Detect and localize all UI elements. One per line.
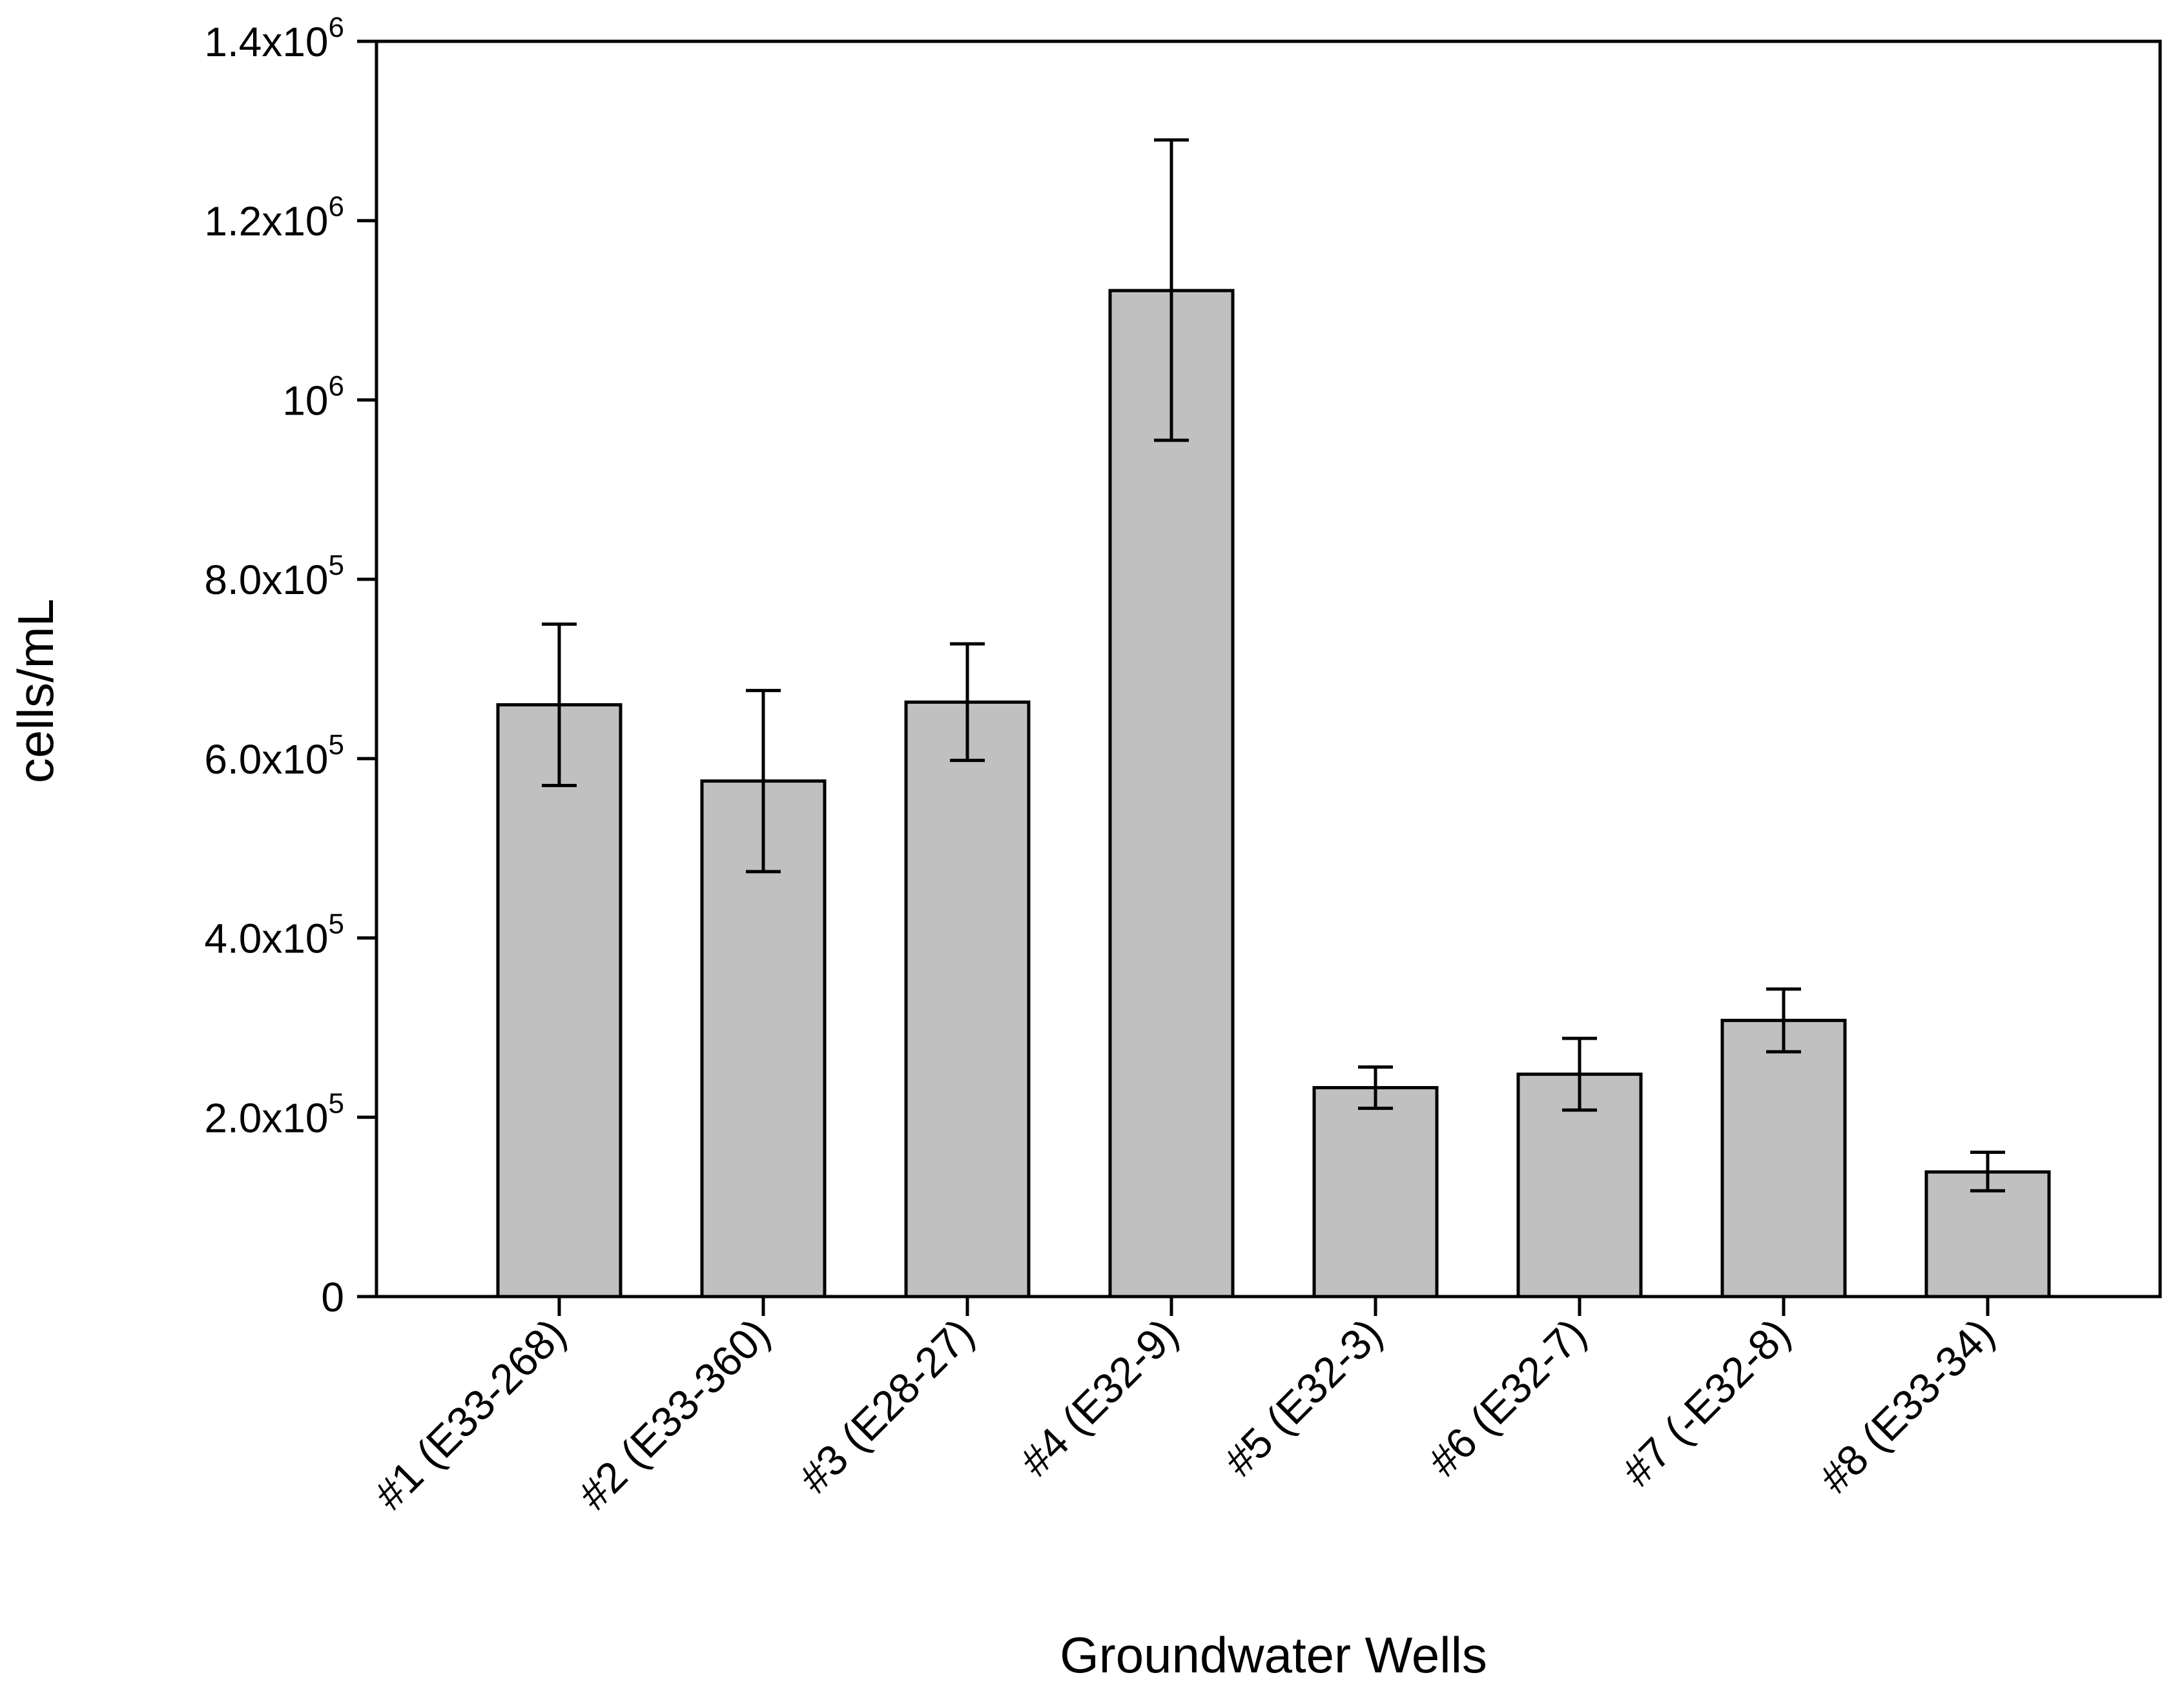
x-tick-label: #2 (E33-360) [569,1309,779,1519]
bar-8 [1924,1170,2051,1299]
error-bars-layer [542,138,2005,1193]
y-tick-label: 2.0x105 [204,1087,344,1141]
error-bar-6 [1562,1036,1597,1112]
x-tick-label: #3 (E28-27) [790,1309,983,1503]
bar-7 [1720,1018,1847,1299]
y-tick-label: 8.0x105 [204,549,344,603]
y-tick-label: 106 [282,370,344,424]
x-tick-label: #5 (E32-3) [1215,1309,1391,1486]
y-axis-label: cells/mL [7,599,64,783]
x-tick-label: #4 (E32-9) [1011,1309,1187,1486]
plot-frame [375,39,2162,1299]
error-bar-3 [950,642,985,763]
bars-layer [496,289,2051,1299]
x-tick-label: #8 (E33-34) [1810,1309,2003,1503]
x-tick-label: #6 (E32-7) [1419,1309,1595,1486]
y-axis: 0 2.0x105 4.0x105 6.0x105 8.0x105 106 1.2x106 1… [204,12,376,1320]
y-tick-label: 4.0x105 [204,909,344,962]
y-tick-label: 6.0x105 [204,729,344,783]
y-tick-label: 1.2x106 [204,191,344,245]
bar-4 [1108,289,1235,1299]
x-axis-label: Groundwater Wells [1060,1627,1487,1683]
x-axis: #1 (E33-268)#2 (E33-360) #3 (E28-27) #4 (E… [365,1297,2003,1519]
bar-5 [1312,1085,1439,1299]
x-tick-label: #7 (-E32-8) [1613,1309,1799,1495]
error-bar-8 [1970,1150,2005,1193]
error-bar-5 [1358,1065,1393,1110]
y-tick-label: 1.4x106 [204,12,344,65]
y-tick-label: 0 [321,1274,344,1320]
x-tick-label: #1 (E33-268) [365,1309,575,1519]
error-bar-2 [746,688,781,874]
bar-3 [904,700,1031,1299]
error-bar-1 [542,622,577,788]
error-bar-7 [1766,987,1801,1054]
bar-1 [496,703,623,1299]
error-bar-4 [1154,138,1189,442]
